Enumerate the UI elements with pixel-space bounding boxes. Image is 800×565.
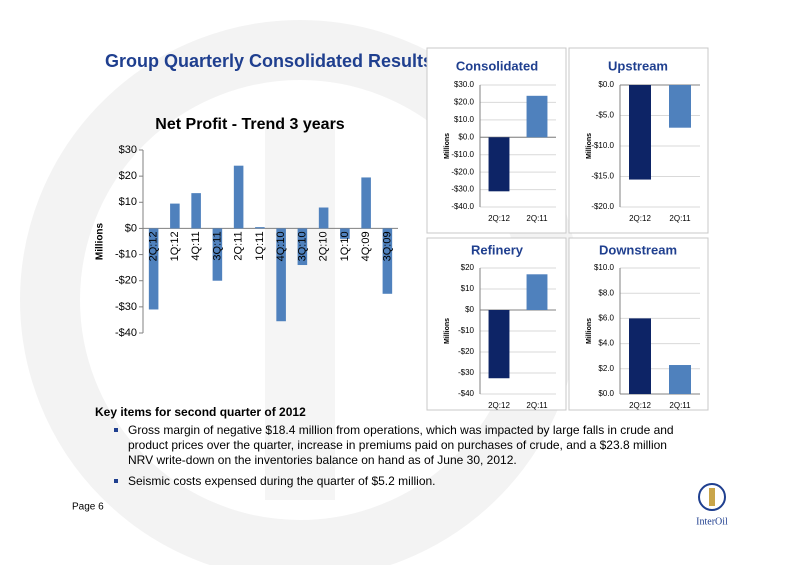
bar [276,228,286,322]
x-tick-label: 2Q:10 [318,231,330,261]
y-tick-label: $2.0 [598,364,614,373]
x-tick-label: 2Q:12 [629,214,651,223]
y-axis-label: Millions [444,133,451,159]
panel [426,47,567,234]
y-tick-label: -$5.0 [596,111,615,120]
bar [340,228,350,239]
y-tick-label: $20 [119,170,137,182]
bar [191,193,201,229]
logo-mark [709,488,715,506]
bar [297,228,308,266]
bullet: Gross margin of negative $18.4 million f… [114,423,695,468]
y-tick-label: -$30.0 [451,185,474,194]
y-axis-label: Millions [586,133,593,159]
x-tick-label: 2Q:12 [629,401,651,410]
bar [526,274,548,310]
y-tick-label: $30 [119,144,137,156]
x-tick-label: 2Q:12 [488,214,510,223]
y-tick-label: -$20.0 [451,167,474,176]
bar [361,177,371,229]
chart-title: Consolidated [456,58,538,73]
y-tick-label: -$10.0 [451,150,474,159]
bar [148,228,159,310]
y-axis-label: Millions [586,318,593,344]
y-tick-label: $0.0 [598,80,614,89]
y-tick-label: $10 [119,196,137,208]
y-tick-label: $4.0 [598,339,614,348]
bar [629,318,651,394]
y-tick-label: -$20.0 [591,202,614,211]
x-tick-label: 4Q:11 [190,231,202,260]
y-tick-label: $30.0 [454,80,475,89]
bar [382,228,393,294]
bar [488,137,510,192]
y-tick-label: $10 [461,284,475,293]
y-tick-label: $0 [125,222,137,234]
key-items: Key items for second quarter of 2012 Gro… [95,405,695,495]
y-tick-label: -$10.0 [591,141,614,150]
bar [526,95,548,138]
chart-title: Upstream [608,58,668,73]
bar [669,365,691,394]
x-tick-label: 2Q:11 [233,231,245,260]
y-tick-label: -$20 [458,347,475,356]
x-tick-label: 2Q:11 [669,401,691,410]
y-tick-label: -$15.0 [591,172,614,181]
x-tick-label: 4Q:10 [275,231,287,261]
y-tick-label: -$10 [458,326,475,335]
x-tick-label: 2Q:11 [526,401,548,410]
y-tick-label: -$10 [115,248,137,260]
y-tick-label: $10.0 [454,115,475,124]
bar [233,165,244,229]
y-tick-label: -$30 [458,368,475,377]
bar [629,85,651,180]
bullet-list: Gross margin of negative $18.4 million f… [95,423,695,489]
chart-title: Downstream [599,242,677,257]
y-tick-label: -$40.0 [451,202,474,211]
slide-title: Group Quarterly Consolidated Results [105,51,433,71]
x-tick-label: 2Q:12 [488,401,510,410]
x-tick-label: 2Q:11 [526,214,548,223]
y-axis-label: Millions [95,222,106,260]
y-tick-label: -$20 [115,275,137,287]
bar [318,207,329,229]
logo-text: InterOil [696,516,728,527]
key-items-heading: Key items for second quarter of 2012 [95,405,306,419]
y-tick-label: $20.0 [454,98,475,107]
bar [170,203,180,229]
bar [669,85,691,128]
x-tick-label: 2Q:11 [669,214,691,223]
page-number: Page 6 [72,502,104,513]
y-tick-label: $10.0 [594,263,615,272]
bar [255,227,265,229]
bar [488,310,510,379]
y-tick-label: $8.0 [598,288,614,297]
logo-mark [698,483,726,511]
x-tick-label: 3Q:09 [381,231,393,261]
x-tick-label: 4Q:09 [360,231,372,261]
bar [212,228,223,281]
y-tick-label: -$40 [458,389,475,398]
y-tick-label: $0.0 [458,132,474,141]
y-tick-label: $0.0 [598,389,614,398]
x-tick-label: 3Q:11 [211,231,223,260]
chart-title: Net Profit - Trend 3 years [155,116,344,133]
y-tick-label: $0 [465,305,474,314]
y-axis-label: Millions [444,318,451,344]
x-tick-label: 1Q:10 [339,231,351,261]
y-tick-label: -$40 [115,327,137,339]
x-tick-label: 1Q:11 [254,231,266,260]
y-tick-label: $6.0 [598,314,614,323]
y-tick-label: -$30 [115,301,137,313]
x-tick-label: 2Q:12 [148,231,160,261]
chart-title: Refinery [471,242,524,257]
x-tick-label: 3Q:10 [296,231,308,261]
x-tick-label: 1Q:12 [169,231,181,261]
bullet: Seismic costs expensed during the quarte… [114,474,695,489]
y-tick-label: $20 [461,263,475,272]
